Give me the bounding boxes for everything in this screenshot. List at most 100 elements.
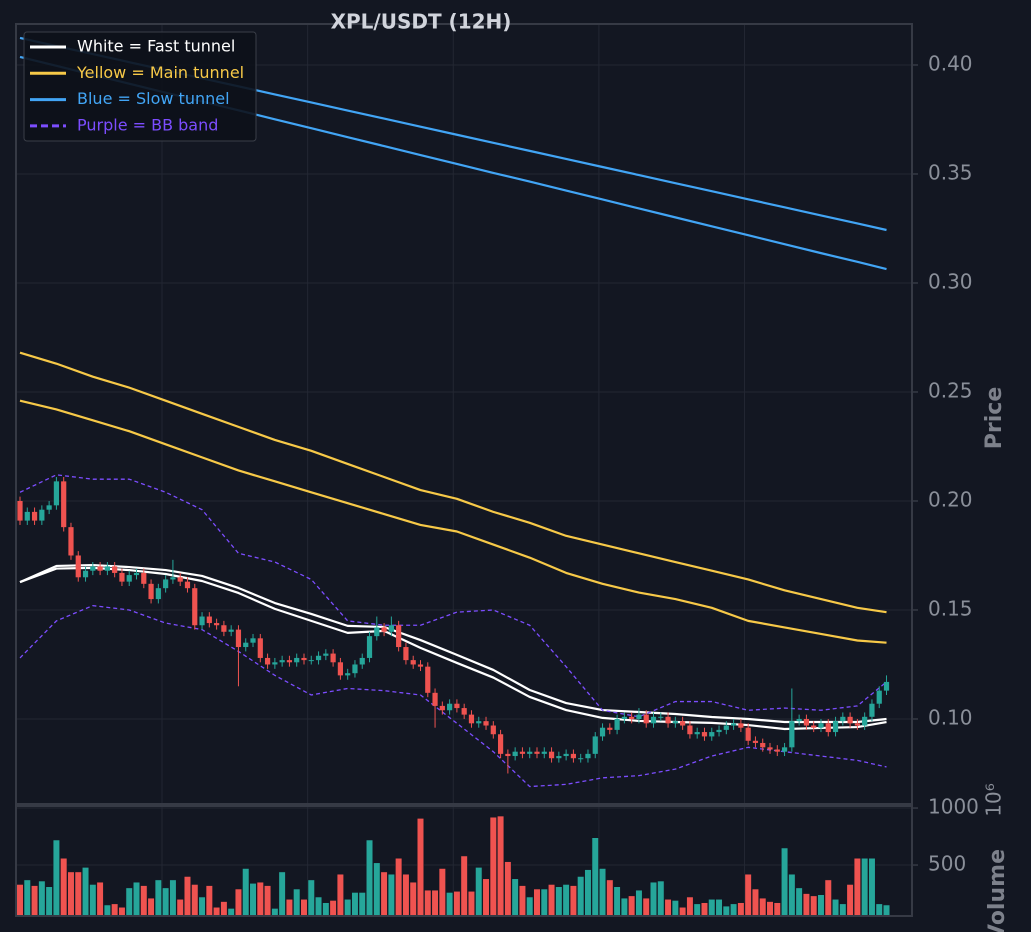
volume-bar <box>489 816 497 917</box>
candle-body <box>803 718 810 726</box>
candle-body <box>745 727 751 741</box>
volume-bar <box>256 881 264 917</box>
candle-body <box>883 681 890 691</box>
candle-body <box>483 721 489 726</box>
candle-body <box>46 505 52 510</box>
candle-body <box>228 629 234 632</box>
candle-body <box>621 716 627 719</box>
y-tick-label: 0.25 <box>928 378 973 402</box>
volume-bar <box>344 898 352 917</box>
candle-body <box>709 732 715 737</box>
legend-label: Blue = Slow tunnel <box>77 89 230 108</box>
volume-bar <box>642 897 650 917</box>
price-frame <box>15 23 913 805</box>
candle-body <box>396 625 402 648</box>
candle-body <box>272 662 278 665</box>
volume-bar <box>314 896 323 917</box>
legend: White = Fast tunnel Yellow = Main tunnel B… <box>23 31 257 142</box>
candle-body <box>403 647 409 661</box>
candle-body <box>264 657 271 665</box>
candle-body <box>323 653 329 656</box>
candle-body <box>869 703 875 717</box>
volume-bar <box>780 847 789 917</box>
volume-bar <box>708 898 716 917</box>
candle-body <box>643 714 649 724</box>
volume-bar <box>16 884 24 917</box>
candle-body <box>104 566 110 571</box>
volume-bar <box>125 887 133 917</box>
candle-body <box>825 723 831 733</box>
volume-bar <box>234 888 243 917</box>
volume-bar <box>759 897 767 917</box>
candle-body <box>578 758 584 760</box>
legend-label: Yellow = Main tunnel <box>76 63 244 82</box>
candle-body <box>345 673 351 676</box>
volume-bar <box>409 881 417 917</box>
volume-bar <box>395 857 403 917</box>
volume-bar <box>657 880 665 917</box>
volume-bar <box>103 904 111 917</box>
volume-bar <box>329 900 337 917</box>
candle-body <box>90 566 96 571</box>
candle-body <box>119 572 125 582</box>
volume-bar <box>387 873 395 917</box>
volume-bar <box>598 868 607 917</box>
volume-bar <box>45 886 53 917</box>
volume-bar <box>504 861 512 917</box>
volume-bar <box>722 905 730 917</box>
volume-bar <box>853 857 861 917</box>
candle-body <box>701 732 708 737</box>
candle-body <box>315 655 322 661</box>
volume-bar <box>169 879 177 917</box>
volume-bar <box>446 892 454 917</box>
candle-body <box>155 588 161 600</box>
volume-bar <box>365 839 374 917</box>
indicator-line <box>19 399 887 644</box>
candle-body <box>286 660 293 663</box>
volume-bar <box>628 895 636 917</box>
candle-body <box>410 660 416 665</box>
volume-bar <box>132 881 141 917</box>
volume-bar <box>824 879 832 917</box>
volume-bar <box>30 885 39 917</box>
y-tick-label: 0.30 <box>928 269 973 293</box>
volume-bar <box>613 886 621 917</box>
candle-body <box>301 657 307 661</box>
volume-bar <box>300 898 308 917</box>
candle-body <box>818 723 824 728</box>
candle-body <box>694 732 700 735</box>
candle-body <box>97 566 103 571</box>
candle-body <box>476 721 482 724</box>
candle-body <box>447 703 453 711</box>
volume-bar <box>467 890 476 917</box>
indicator-line <box>19 563 887 724</box>
volume-bar <box>96 881 104 917</box>
volume-bar <box>882 904 891 917</box>
volume-bar <box>533 888 541 917</box>
volume-bar <box>358 892 366 917</box>
indicator-line <box>19 604 887 788</box>
volume-bar <box>475 867 483 917</box>
candle-body <box>177 577 183 582</box>
volume-bar <box>60 857 68 917</box>
volume-frame <box>15 805 913 917</box>
volume-bar <box>831 898 840 917</box>
candle-body <box>337 662 343 676</box>
volume-bar <box>336 873 344 917</box>
volume-bar <box>213 906 221 917</box>
candle-body <box>832 721 839 733</box>
candle-body <box>257 638 263 658</box>
volume-bar <box>183 876 192 917</box>
candle-body <box>359 657 365 665</box>
volume-bar <box>351 892 359 917</box>
volume-axis-label: Volume <box>985 849 1010 932</box>
volume-bar <box>431 889 439 917</box>
volume-bar <box>547 884 556 917</box>
volume-bar <box>154 879 162 917</box>
volume-bar <box>730 903 738 917</box>
candle-body <box>811 725 817 728</box>
candle-body <box>490 725 496 735</box>
volume-bar <box>868 857 876 917</box>
volume-bar <box>52 839 61 917</box>
candle-body <box>607 727 613 730</box>
